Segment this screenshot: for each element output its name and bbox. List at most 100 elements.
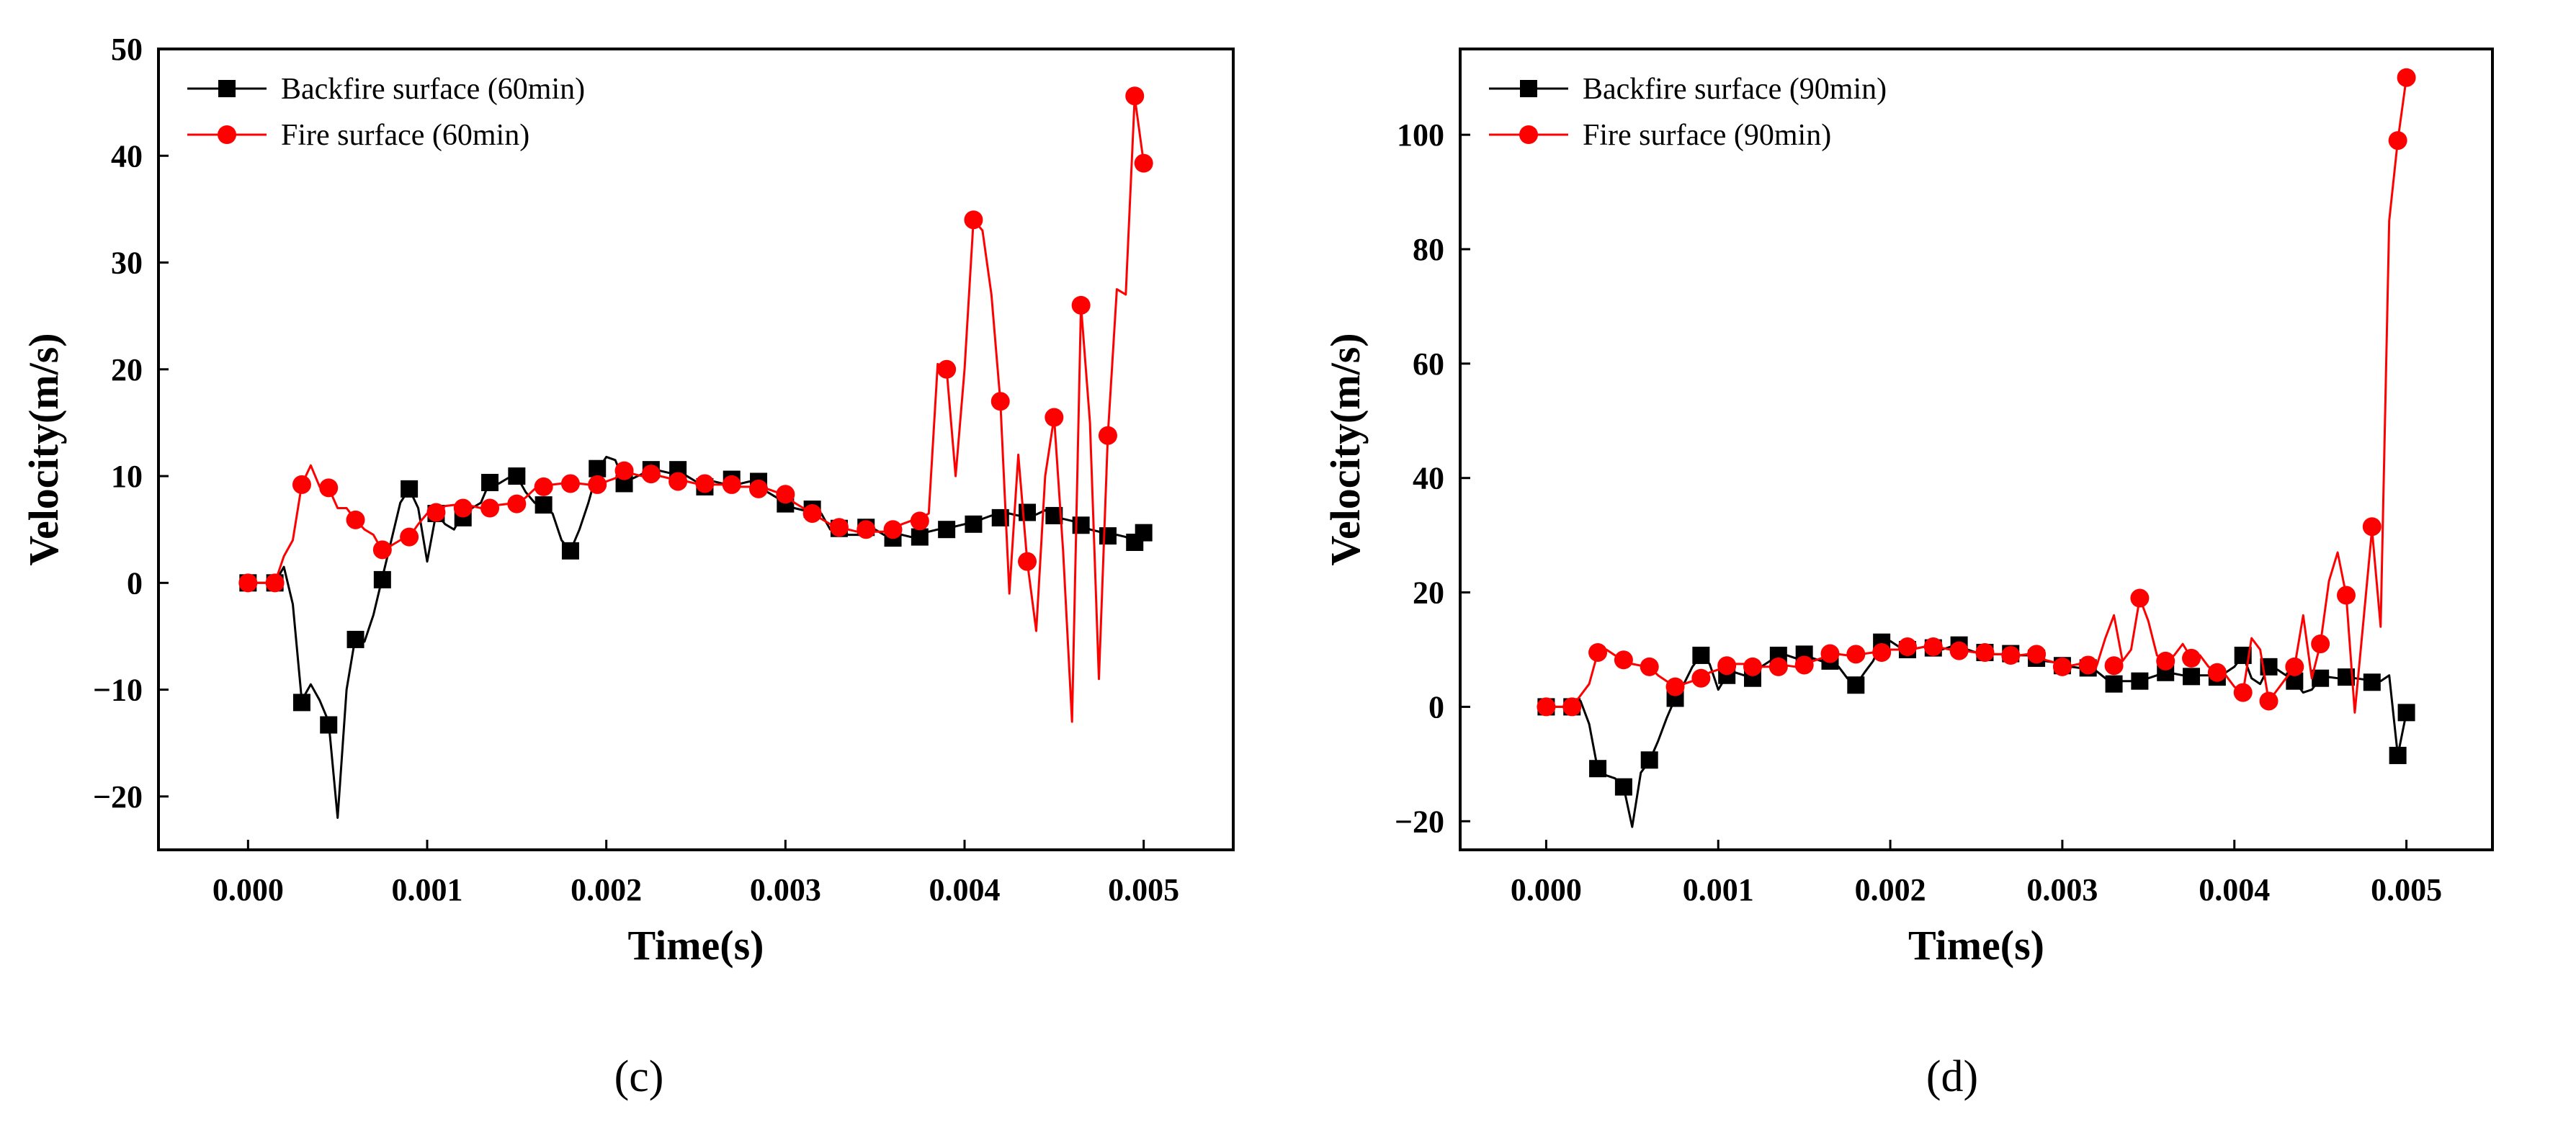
data-point-circle xyxy=(1588,642,1608,662)
data-point-circle xyxy=(722,475,741,494)
data-point-square xyxy=(1019,503,1037,521)
legend-marker-square xyxy=(1520,80,1537,97)
data-point-circle xyxy=(883,520,903,539)
data-point-square xyxy=(2183,668,2201,686)
data-point-square xyxy=(346,630,365,648)
x-tick-label: 0.005 xyxy=(1108,872,1179,907)
y-tick-label: 20 xyxy=(111,352,143,387)
x-tick-label: 0.004 xyxy=(2199,872,2270,907)
legend-label: Backfire surface (90min) xyxy=(1583,73,1887,106)
data-point-circle xyxy=(319,478,339,498)
y-axis-title: Velocity(m/s) xyxy=(1322,333,1369,565)
data-point-square xyxy=(911,528,929,546)
data-point-circle xyxy=(668,472,688,491)
data-point-square xyxy=(2105,675,2123,693)
data-point-circle xyxy=(372,540,392,560)
panel-label: (c) xyxy=(614,1052,664,1101)
data-point-square xyxy=(2131,672,2149,690)
chart-panel-2: 0.000 0.001 0.002 0.003 0.004 0.005 −20 0 20 40 60… xyxy=(1322,48,2494,1101)
data-point-square xyxy=(320,716,338,734)
x-tick-label: 0.003 xyxy=(2026,872,2098,907)
y-tick-label: 0 xyxy=(1428,689,1444,725)
data-point-circle xyxy=(1743,657,1763,676)
legend-label: Backfire surface (60min) xyxy=(281,73,585,106)
data-point-square xyxy=(535,496,553,514)
data-point-square xyxy=(589,459,607,477)
data-point-square xyxy=(2363,673,2381,691)
data-point-circle xyxy=(1923,637,1943,657)
data-point-circle xyxy=(1018,552,1037,571)
data-point-circle xyxy=(507,494,527,514)
data-point-circle xyxy=(2207,663,2227,682)
data-point-circle xyxy=(937,359,957,379)
data-point-circle xyxy=(1125,86,1145,106)
panel-label: (d) xyxy=(1926,1052,1978,1101)
data-point-square xyxy=(1099,527,1117,545)
data-point-circle xyxy=(1717,656,1737,676)
data-point-circle xyxy=(2027,645,2047,664)
data-point-circle xyxy=(2259,691,2278,711)
legend-marker-circle xyxy=(1519,125,1538,144)
data-point-square xyxy=(2397,704,2415,722)
y-tick-label: 100 xyxy=(1397,117,1444,153)
data-point-circle xyxy=(829,518,849,537)
data-point-square xyxy=(373,570,391,588)
data-point-square xyxy=(1692,646,1710,664)
data-point-square xyxy=(1640,751,1658,769)
data-point-square xyxy=(508,467,526,485)
x-tick-label: 0.002 xyxy=(1855,872,1926,907)
data-point-square xyxy=(938,521,956,539)
data-point-circle xyxy=(990,392,1010,411)
data-point-square xyxy=(561,542,579,560)
data-point-circle xyxy=(857,520,876,539)
data-point-circle xyxy=(2104,656,2124,676)
y-axis-title: Velocity(m/s) xyxy=(20,333,67,565)
data-point-circle xyxy=(1665,677,1685,696)
legend-marker-square xyxy=(218,80,236,97)
x-tick-label: 0.001 xyxy=(1683,872,1754,907)
x-tick-label: 0.004 xyxy=(929,872,1001,907)
data-point-circle xyxy=(695,474,715,493)
data-point-square xyxy=(2312,669,2330,687)
data-point-circle xyxy=(2130,588,2150,608)
data-point-circle xyxy=(614,461,634,480)
series-line-fire xyxy=(248,96,1145,723)
data-point-circle xyxy=(238,573,258,593)
x-tick-label: 0.000 xyxy=(1511,872,1582,907)
data-point-circle xyxy=(1134,153,1153,173)
data-point-circle xyxy=(1071,295,1091,315)
data-point-circle xyxy=(1098,426,1117,445)
x-axis-title: Time(s) xyxy=(627,922,764,969)
data-point-circle xyxy=(453,498,473,518)
data-point-circle xyxy=(2052,657,2072,676)
data-point-circle xyxy=(2362,517,2382,537)
data-point-circle xyxy=(1975,642,1995,662)
y-tick-label: 40 xyxy=(1413,461,1444,496)
x-tick-label: 0.005 xyxy=(2371,872,2442,907)
y-tick-label: 80 xyxy=(1413,232,1444,267)
data-point-circle xyxy=(2311,634,2330,654)
data-point-square xyxy=(2389,746,2407,764)
y-tick-label: −20 xyxy=(93,779,143,815)
data-point-circle xyxy=(560,474,580,493)
data-point-circle xyxy=(910,511,929,531)
y-tick-label: 0 xyxy=(127,565,143,601)
data-point-circle xyxy=(1691,668,1711,688)
data-point-circle xyxy=(1872,642,1892,662)
data-point-circle xyxy=(2397,68,2416,87)
data-point-square xyxy=(401,480,419,498)
data-point-circle xyxy=(964,210,983,230)
y-tick-label: 10 xyxy=(111,459,143,494)
data-point-circle xyxy=(2336,586,2356,605)
data-point-circle xyxy=(265,573,285,593)
data-point-circle xyxy=(1045,408,1064,427)
data-point-circle xyxy=(2233,683,2253,702)
data-point-circle xyxy=(2285,657,2304,676)
data-point-circle xyxy=(1562,697,1582,717)
data-point-circle xyxy=(426,503,446,522)
data-point-circle xyxy=(1897,637,1917,657)
data-point-circle xyxy=(2182,648,2201,668)
chart-panel-1: 0.000 0.001 0.002 0.003 0.004 0.005 −20 −10 0 10 2… xyxy=(20,32,1235,1101)
data-point-circle xyxy=(1846,645,1866,664)
data-point-circle xyxy=(1820,644,1840,663)
